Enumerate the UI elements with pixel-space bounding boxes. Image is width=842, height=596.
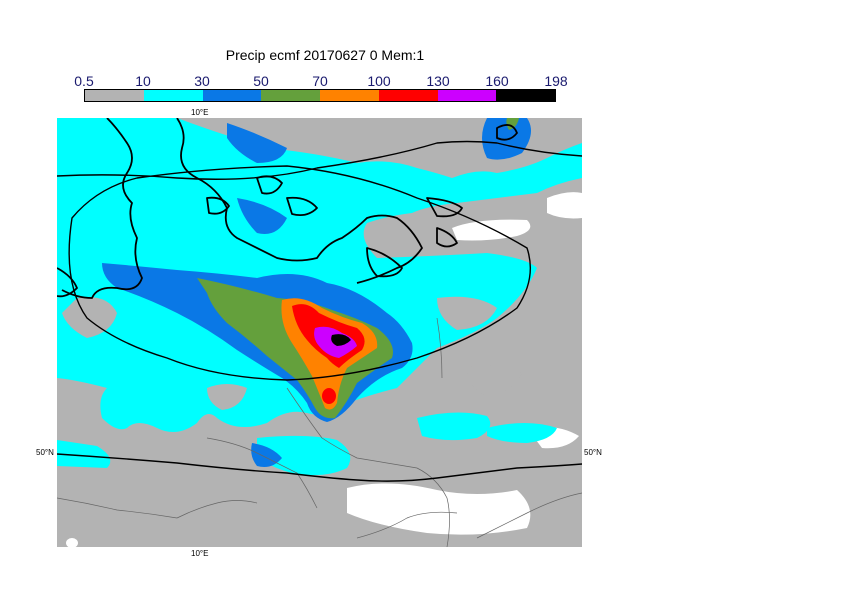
legend-swatch: [85, 90, 144, 101]
band-10-30: [417, 412, 491, 441]
band-0.5-10: [207, 384, 247, 410]
band-0.5-10: [62, 297, 117, 338]
legend-swatch: [261, 90, 320, 101]
legend-label-8: 198: [544, 73, 568, 89]
map-canvas: [57, 118, 582, 547]
band-0.5-10: [437, 296, 497, 330]
lon-label-top: 10°E: [191, 108, 209, 117]
legend-label-6: 130: [426, 73, 450, 89]
legend-swatch: [437, 90, 497, 101]
band-30-50: [227, 123, 287, 163]
legend-color-bar: [84, 89, 556, 102]
legend-label-0: 0.5: [74, 73, 94, 89]
band-50-70: [506, 118, 519, 130]
country-borders: [57, 317, 582, 547]
band-10-30: [57, 440, 111, 468]
no-precip-area: [66, 538, 78, 547]
lat-label-right: 50°N: [584, 448, 602, 457]
legend-label-1: 10: [135, 73, 151, 89]
band-50-70: [197, 278, 393, 419]
band-10-30: [487, 423, 557, 443]
legend-label-7: 160: [485, 73, 509, 89]
lat-label-left: 50°N: [36, 448, 54, 457]
band-30-50: [237, 198, 287, 234]
band-30-50: [251, 443, 282, 467]
no-precip-area: [347, 483, 531, 535]
band-100-130: [322, 388, 336, 404]
precipitation-map: [57, 118, 582, 547]
color-legend: 0.5 10 30 50 70 100 130 160 198: [74, 73, 568, 103]
lon-label-bottom: 10°E: [191, 549, 209, 558]
legend-swatch: [320, 90, 379, 101]
legend-swatch: [202, 90, 262, 101]
legend-swatch: [143, 90, 203, 101]
band-10-30: [57, 118, 582, 432]
band-0.5-10: [467, 364, 522, 396]
coastlines: [57, 118, 518, 299]
legend-swatch: [378, 90, 438, 101]
legend-label-3: 50: [253, 73, 269, 89]
contour-lines: [57, 140, 582, 482]
legend-label-5: 100: [367, 73, 391, 89]
legend-label-2: 30: [194, 73, 210, 89]
band-10-30: [257, 435, 351, 476]
legend-swatch: [496, 90, 555, 101]
no-precip-area: [547, 192, 582, 219]
map-title: Precip ecmf 20170627 0 Mem:1: [225, 47, 425, 63]
band-160-198: [331, 334, 351, 346]
legend-label-4: 70: [312, 73, 328, 89]
no-precip-area: [452, 219, 531, 241]
